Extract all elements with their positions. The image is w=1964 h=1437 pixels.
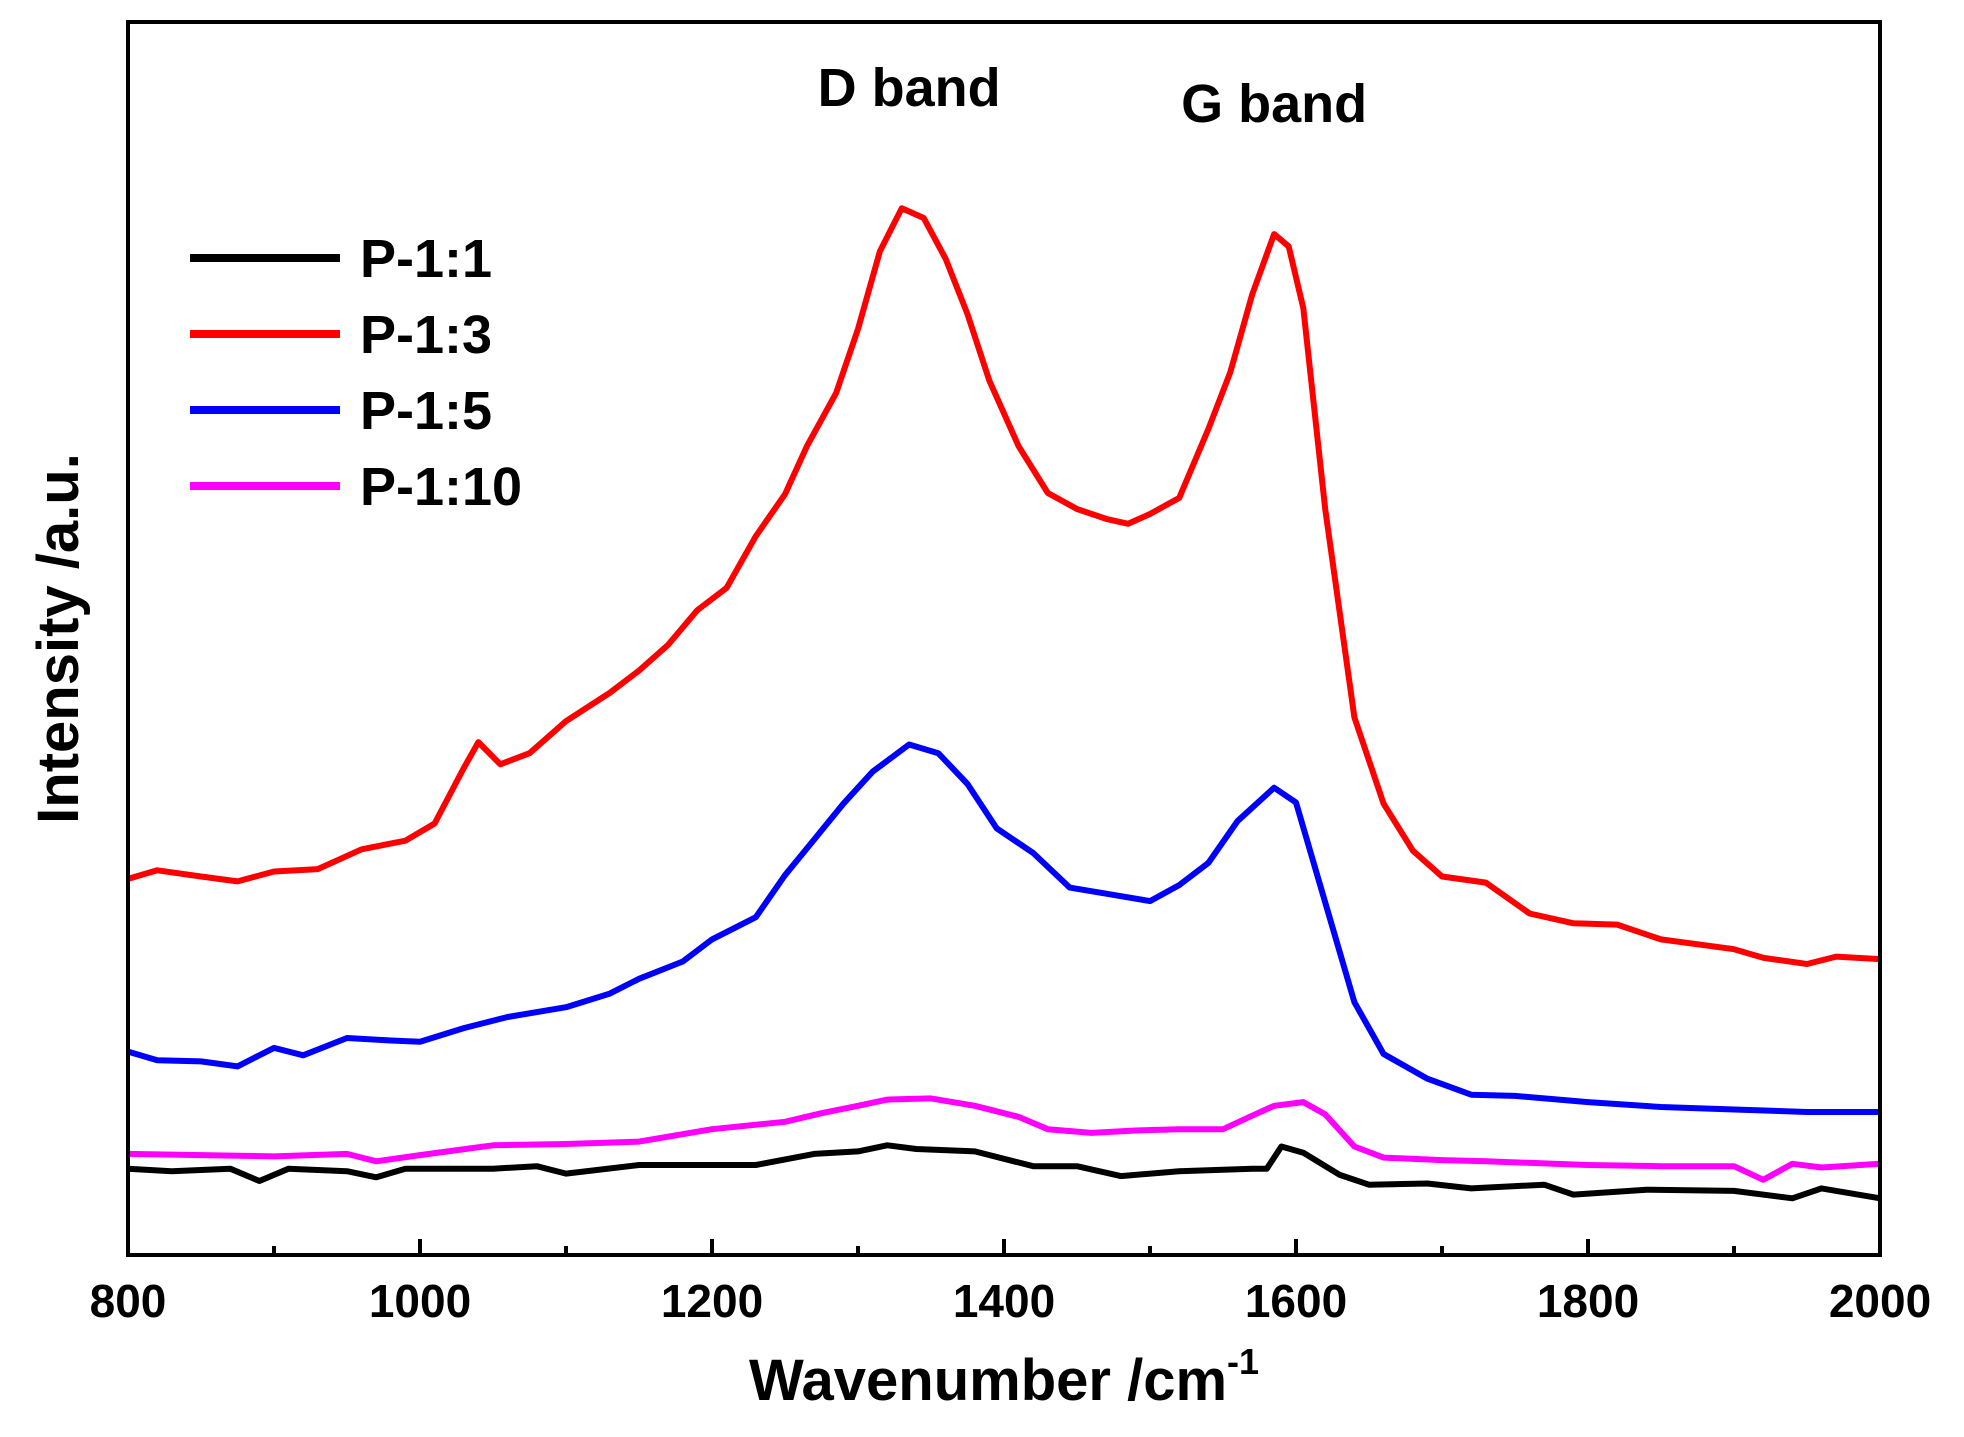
x-tick-label: 1200 (661, 1275, 763, 1327)
annotation-g-band: G band (1181, 74, 1367, 134)
series-line-p-1-10 (127, 1095, 1881, 1183)
x-tick-label: 1800 (1537, 1275, 1639, 1327)
annotations: D band G band (818, 58, 1368, 134)
x-tick-label: 1600 (1245, 1275, 1347, 1327)
plot-frame (126, 20, 1882, 1257)
series-line-p-1-5 (127, 741, 1880, 1115)
x-axis-ticks: 800 1000 1200 1400 1600 1800 2000 (90, 1239, 1931, 1327)
x-axis-title-text: Wavenumber /cm (749, 1348, 1227, 1413)
legend-label: P-1:10 (360, 457, 522, 517)
y-axis-title: Intensity /a.u. (26, 453, 91, 824)
x-tick-label: 2000 (1829, 1275, 1931, 1327)
legend-label: P-1:3 (360, 305, 492, 365)
x-axis-title-superscript: -1 (1227, 1341, 1259, 1382)
annotation-d-band: D band (818, 58, 1001, 118)
legend: P-1:1 P-1:3 P-1:5 P-1:10 (190, 229, 522, 517)
legend-label: P-1:5 (360, 381, 492, 441)
series-line-p-1-3 (127, 205, 1881, 967)
x-tick-label: 1000 (369, 1275, 471, 1327)
series-line-p-1-1 (127, 1142, 1881, 1202)
x-axis-title: Wavenumber /cm-1 (749, 1341, 1259, 1413)
series-layer (127, 205, 1881, 1202)
x-tick-label: 1400 (953, 1275, 1055, 1327)
x-tick-label: 800 (90, 1275, 167, 1327)
legend-label: P-1:1 (360, 229, 492, 289)
